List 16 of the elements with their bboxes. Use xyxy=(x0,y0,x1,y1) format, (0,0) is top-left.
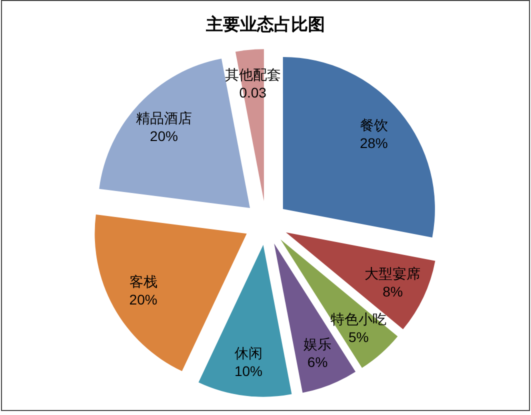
data-label: 10% xyxy=(234,362,262,379)
data-label: 8% xyxy=(382,284,403,300)
data-label: 20% xyxy=(150,128,178,144)
slice-label: 餐饮 xyxy=(360,116,388,133)
slice-label: 客栈 xyxy=(129,273,158,290)
slice-label: 休闲 xyxy=(234,344,262,361)
slice-label: 娱乐 xyxy=(304,336,332,352)
data-label: 20% xyxy=(129,291,158,308)
chart-title: 主要业态占比图 xyxy=(205,15,325,34)
data-label: 6% xyxy=(307,354,328,370)
data-label: 5% xyxy=(348,329,369,346)
slice-label: 其他配套 xyxy=(224,66,281,83)
data-label: 28% xyxy=(360,134,388,151)
slice-label: 精品酒店 xyxy=(136,110,192,126)
data-label: 0.03 xyxy=(239,84,267,101)
slice-label: 大型宴席 xyxy=(364,266,421,282)
